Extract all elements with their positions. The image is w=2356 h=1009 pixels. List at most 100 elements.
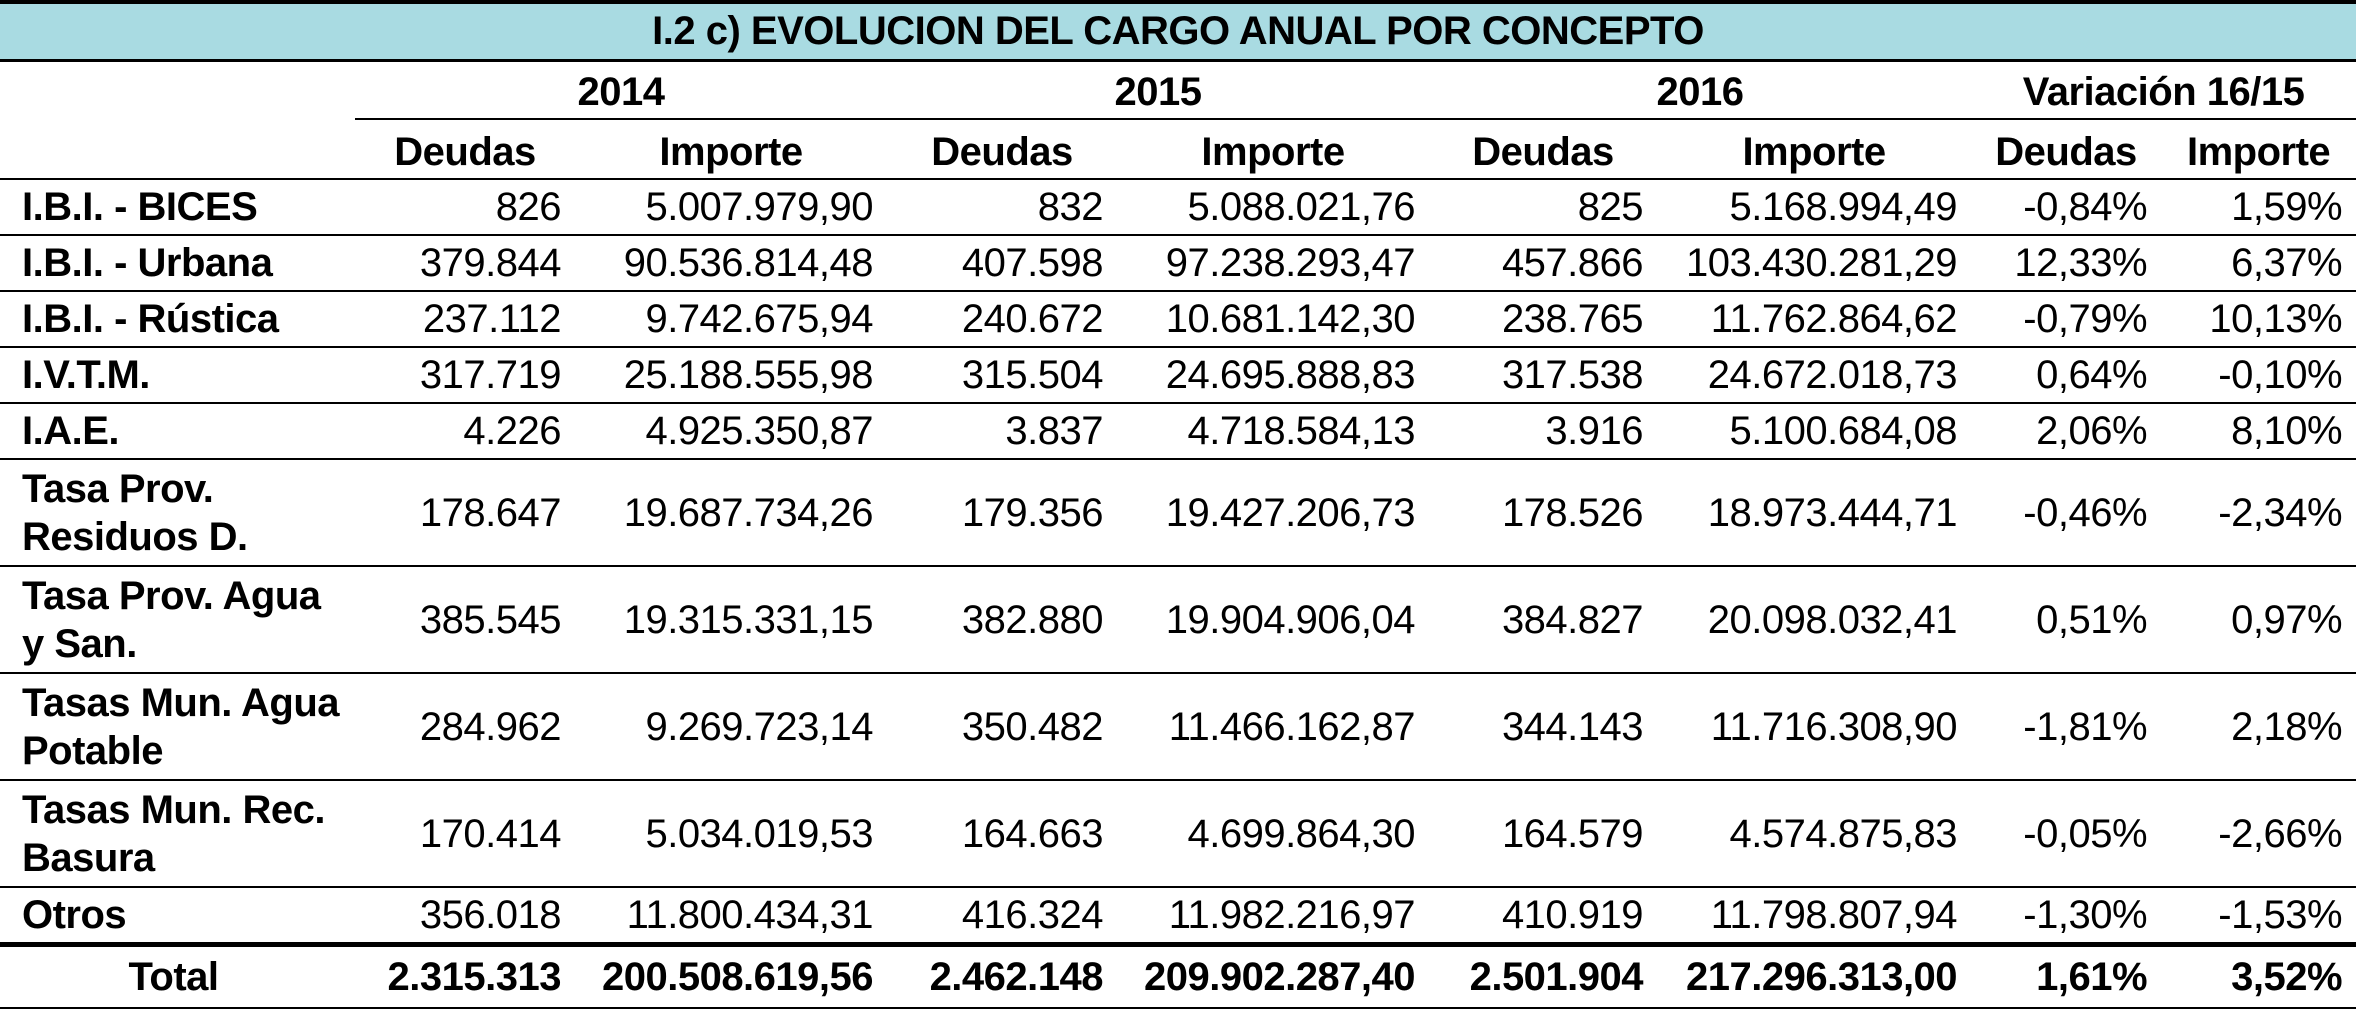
total-cell: 1,61% — [1971, 942, 2162, 1009]
data-cell: -0,79% — [1971, 291, 2162, 348]
data-cell: 5.088.021,76 — [1117, 179, 1430, 236]
subheader-importe: Importe — [575, 119, 888, 180]
subheader-deudas: Deudas — [1971, 119, 2162, 180]
total-cell: 209.902.287,40 — [1117, 942, 1430, 1009]
data-cell: 19.904.906,04 — [1117, 566, 1430, 674]
data-cell: 5.007.979,90 — [575, 179, 888, 236]
data-cell: -1,30% — [1971, 887, 2162, 946]
data-cell: -1,53% — [2161, 887, 2356, 946]
data-cell: 11.798.807,94 — [1657, 887, 1972, 946]
data-cell: 317.719 — [355, 347, 575, 404]
row-label: Tasa Prov. Residuos D. — [0, 459, 355, 567]
data-cell: 826 — [355, 179, 575, 236]
data-cell: 384.827 — [1429, 566, 1658, 674]
data-cell: 10,13% — [2161, 291, 2356, 348]
year-header-variacion: Variación 16/15 — [1971, 62, 2356, 120]
data-cell: 3.837 — [887, 403, 1118, 460]
data-cell: 4.226 — [355, 403, 575, 460]
data-cell: 9.269.723,14 — [575, 673, 888, 781]
data-cell: 4.718.584,13 — [1117, 403, 1430, 460]
data-cell: 4.574.875,83 — [1657, 780, 1972, 888]
subheader-deudas: Deudas — [1429, 119, 1658, 180]
data-cell: 20.098.032,41 — [1657, 566, 1972, 674]
row-label: Tasas Mun. Rec. Basura — [0, 780, 355, 888]
data-cell: 3.916 — [1429, 403, 1658, 460]
data-cell: 25.188.555,98 — [575, 347, 888, 404]
total-cell: 217.296.313,00 — [1657, 942, 1972, 1009]
year-header-2015: 2015 — [887, 62, 1430, 120]
data-cell: -1,81% — [1971, 673, 2162, 781]
data-cell: 5.034.019,53 — [575, 780, 888, 888]
table-row: Otros 356.018 11.800.434,31 416.324 11.982.2… — [0, 887, 2356, 946]
data-cell: 379.844 — [355, 235, 575, 292]
data-cell: 24.695.888,83 — [1117, 347, 1430, 404]
data-cell: 103.430.281,29 — [1657, 235, 1972, 292]
data-cell: 1,59% — [2161, 179, 2356, 236]
table-row: I.B.I. - Urbana 379.844 90.536.814,48 407.5… — [0, 235, 2356, 292]
data-cell: 11.800.434,31 — [575, 887, 888, 946]
data-cell: 407.598 — [887, 235, 1118, 292]
data-cell: 237.112 — [355, 291, 575, 348]
data-cell: 170.414 — [355, 780, 575, 888]
data-cell: 832 — [887, 179, 1118, 236]
data-cell: 317.538 — [1429, 347, 1658, 404]
data-cell: 19.687.734,26 — [575, 459, 888, 567]
row-label: Otros — [0, 887, 355, 946]
data-cell: -0,84% — [1971, 179, 2162, 236]
data-cell: 19.315.331,15 — [575, 566, 888, 674]
data-cell: 344.143 — [1429, 673, 1658, 781]
data-cell: 0,64% — [1971, 347, 2162, 404]
table-title: I.2 c) EVOLUCION DEL CARGO ANUAL POR CON… — [0, 4, 2356, 62]
row-label: I.A.E. — [0, 403, 355, 460]
data-cell: 11.982.216,97 — [1117, 887, 1430, 946]
data-cell: 12,33% — [1971, 235, 2162, 292]
table-row: I.A.E. 4.226 4.925.350,87 3.837 4.718.584,13… — [0, 403, 2356, 460]
total-cell: 2.501.904 — [1429, 942, 1658, 1009]
data-cell: -0,10% — [2161, 347, 2356, 404]
data-cell: -0,05% — [1971, 780, 2162, 888]
data-cell: -0,46% — [1971, 459, 2162, 567]
data-cell: 164.579 — [1429, 780, 1658, 888]
table-row: Tasa Prov. Residuos D. 178.647 19.687.734,… — [0, 459, 2356, 567]
total-cell: 2.315.313 — [355, 942, 575, 1009]
total-label: Total — [0, 942, 355, 1009]
cargo-anual-table: 2014 2015 2016 Variación 16/15 Deudas Im… — [0, 62, 2356, 1009]
data-cell: 6,37% — [2161, 235, 2356, 292]
data-cell: 416.324 — [887, 887, 1118, 946]
data-cell: 178.526 — [1429, 459, 1658, 567]
data-cell: 4.925.350,87 — [575, 403, 888, 460]
subheader-deudas: Deudas — [887, 119, 1118, 180]
data-cell: 382.880 — [887, 566, 1118, 674]
year-header-2014: 2014 — [355, 62, 888, 120]
data-cell: 11.762.864,62 — [1657, 291, 1972, 348]
data-cell: 9.742.675,94 — [575, 291, 888, 348]
table-row: I.V.T.M. 317.719 25.188.555,98 315.504 24.69… — [0, 347, 2356, 404]
subheader-importe: Importe — [1117, 119, 1430, 180]
data-cell: 240.672 — [887, 291, 1118, 348]
table-row: Tasas Mun. Rec. Basura 170.414 5.034.019,5… — [0, 780, 2356, 888]
data-cell: -2,66% — [2161, 780, 2356, 888]
data-cell: 410.919 — [1429, 887, 1658, 946]
data-cell: 356.018 — [355, 887, 575, 946]
data-cell: 164.663 — [887, 780, 1118, 888]
data-cell: 284.962 — [355, 673, 575, 781]
subheader-row: Deudas Importe Deudas Importe Deudas Imp… — [0, 119, 2356, 180]
data-cell: 18.973.444,71 — [1657, 459, 1972, 567]
subheader-importe: Importe — [1657, 119, 1972, 180]
data-cell: 350.482 — [887, 673, 1118, 781]
data-cell: 5.100.684,08 — [1657, 403, 1972, 460]
table-row: Tasa Prov. Agua y San. 385.545 19.315.331,… — [0, 566, 2356, 674]
subheader-importe: Importe — [2161, 119, 2356, 180]
year-header-2016: 2016 — [1429, 62, 1972, 120]
year-header-row: 2014 2015 2016 Variación 16/15 — [0, 62, 2356, 120]
data-cell: 11.716.308,90 — [1657, 673, 1972, 781]
row-label: I.B.I. - BICES — [0, 179, 355, 236]
data-cell: 178.647 — [355, 459, 575, 567]
data-cell: 90.536.814,48 — [575, 235, 888, 292]
data-cell: 8,10% — [2161, 403, 2356, 460]
data-cell: 24.672.018,73 — [1657, 347, 1972, 404]
data-cell: 2,06% — [1971, 403, 2162, 460]
data-cell: 825 — [1429, 179, 1658, 236]
row-label: I.V.T.M. — [0, 347, 355, 404]
